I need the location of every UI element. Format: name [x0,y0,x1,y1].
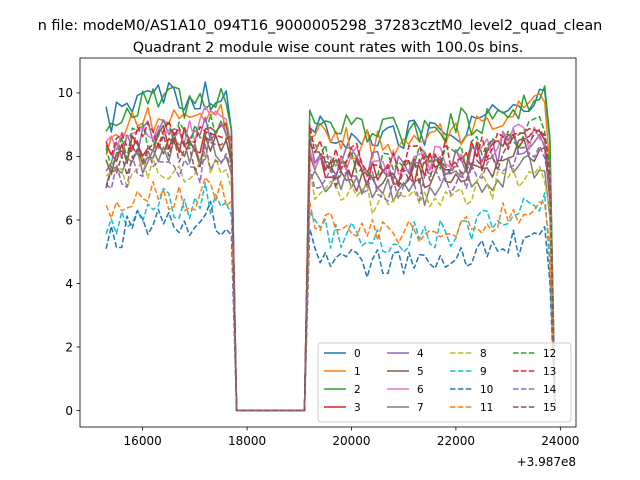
y-tick-label: 0 [65,404,73,418]
x-tick-label: 18000 [228,434,266,448]
series-line-14 [105,143,556,412]
legend-label-9: 9 [480,366,487,378]
x-tick-label: 24000 [541,434,579,448]
series-line-15 [105,128,556,412]
series-line-11 [105,176,556,412]
legend-label-3: 3 [354,402,361,414]
legend-label-14: 14 [543,384,557,396]
series-line-1 [105,92,556,412]
axes-frame [79,57,577,428]
y-tick-label: 2 [65,340,73,354]
x-tick-label: 20000 [332,434,370,448]
legend-label-4: 4 [417,348,424,360]
y-tick-label: 6 [65,213,73,227]
legend-label-12: 12 [543,348,556,360]
y-tick-label: 8 [65,150,73,164]
chart-suptitle: n file: modeM0/AS1A10_094T16_9000005298_… [38,18,603,34]
legend-label-11: 11 [480,402,493,414]
x-tick-label: 16000 [124,434,162,448]
y-tick-label: 4 [65,277,73,291]
x-tick-label: 22000 [437,434,475,448]
legend-label-2: 2 [354,384,361,396]
plot-area [105,81,556,412]
legend-label-6: 6 [417,384,424,396]
legend-label-1: 1 [354,366,361,378]
legend-label-7: 7 [417,402,424,414]
legend-label-0: 0 [354,348,361,360]
series-line-2 [105,85,556,412]
y-tick-label: 10 [58,86,73,100]
series-line-7 [105,131,556,412]
chart-title: Quadrant 2 module wise count rates with … [133,40,524,56]
legend-label-13: 13 [543,366,556,378]
x-offset-text: +3.987e8 [517,455,576,469]
legend-label-5: 5 [417,366,424,378]
series-line-10 [105,200,556,412]
legend-label-15: 15 [543,402,556,414]
legend-label-10: 10 [480,384,493,396]
legend-box [317,342,572,423]
legend-label-8: 8 [480,348,487,360]
series-line-9 [105,182,556,412]
